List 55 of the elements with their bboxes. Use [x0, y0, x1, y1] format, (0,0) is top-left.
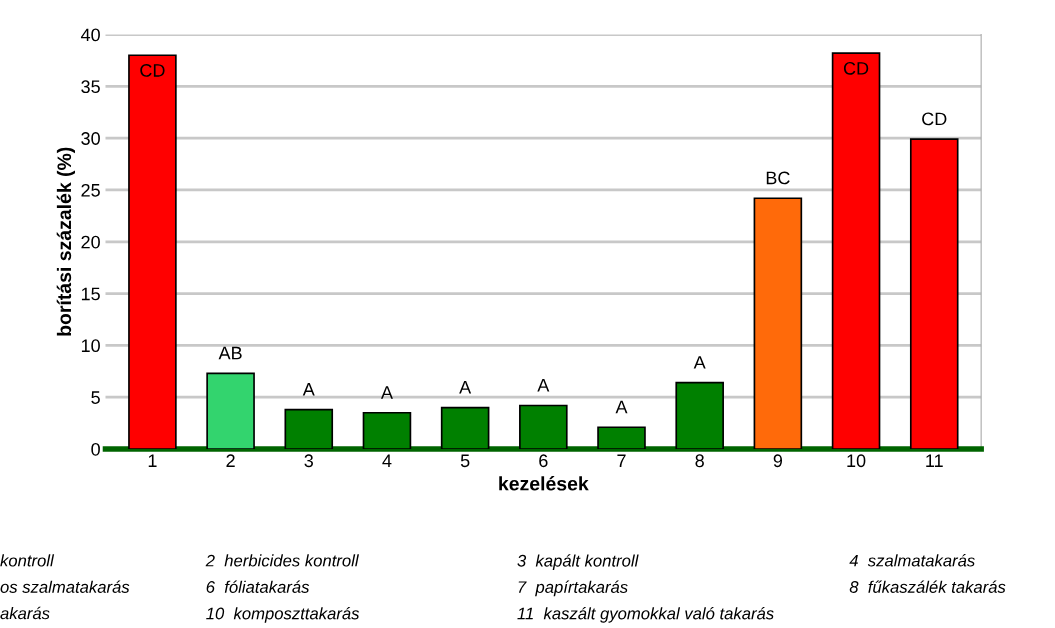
- y-tick-label: 0: [91, 442, 100, 456]
- x-tick-label: 10: [847, 454, 866, 468]
- bar: [284, 408, 334, 450]
- bar: [597, 426, 646, 450]
- bar: [831, 52, 881, 450]
- y-tick-label: 10: [81, 339, 100, 353]
- data-label: CD: [922, 112, 947, 126]
- y-tick-label: 25: [81, 183, 100, 197]
- bar: [753, 197, 803, 450]
- text: 11 kaszált gyomokkal való takarás: [517, 606, 774, 623]
- bar: [675, 381, 724, 450]
- y-tick-label: 20: [81, 235, 100, 249]
- data-label: A: [537, 378, 550, 392]
- data-label: A: [459, 381, 472, 394]
- bar: [909, 138, 959, 450]
- x-tick-label: 1: [148, 454, 157, 467]
- text: 6 fóliatakarás: [206, 580, 310, 593]
- text: os szalmatakarás: [0, 580, 130, 593]
- data-label: BC: [766, 171, 790, 185]
- text: 7 papírtakarás: [518, 580, 628, 597]
- text: akarás: [0, 606, 50, 620]
- y-tick-label: 30: [81, 132, 100, 145]
- y-tick-label: 35: [81, 80, 100, 94]
- x-tick-label: 2: [226, 454, 235, 467]
- bar: [206, 372, 255, 450]
- bar: [519, 404, 568, 450]
- x-tick-label: 4: [382, 454, 392, 467]
- data-label: CD: [843, 61, 869, 75]
- x-tick-label: 11: [926, 454, 943, 467]
- y-axis-title: borítási százalék (%): [56, 147, 75, 336]
- bar: [362, 411, 412, 450]
- x-tick-label: 6: [539, 454, 548, 468]
- x-tick-label: 8: [695, 454, 704, 468]
- data-label: CD: [140, 64, 165, 77]
- x-tick-label: 9: [773, 454, 783, 468]
- y-tick-label: 40: [80, 28, 100, 42]
- text: 4 szalmatakarás: [849, 554, 975, 567]
- data-label: A: [380, 386, 393, 399]
- data-label: A: [693, 356, 706, 369]
- data-label: A: [302, 383, 315, 396]
- x-tick-label: 5: [460, 454, 470, 468]
- x-tick-label: 7: [617, 454, 626, 467]
- y-tick-label: 15: [81, 287, 100, 301]
- text: 10 komposzttakarás: [206, 606, 360, 623]
- y-tick-label: 5: [91, 391, 100, 404]
- bar: [128, 54, 177, 450]
- data-label: AB: [218, 346, 242, 360]
- x-tick-label: 3: [304, 454, 313, 468]
- data-label: A: [615, 400, 628, 414]
- text: 8 fűkaszálék takarás: [849, 580, 1006, 593]
- text: 2 herbicides kontroll: [205, 554, 359, 567]
- x-axis-title: kezelések: [499, 476, 589, 491]
- text: kontroll: [0, 554, 55, 567]
- bar: [440, 406, 490, 450]
- text: 3 kapált kontroll: [517, 554, 639, 570]
